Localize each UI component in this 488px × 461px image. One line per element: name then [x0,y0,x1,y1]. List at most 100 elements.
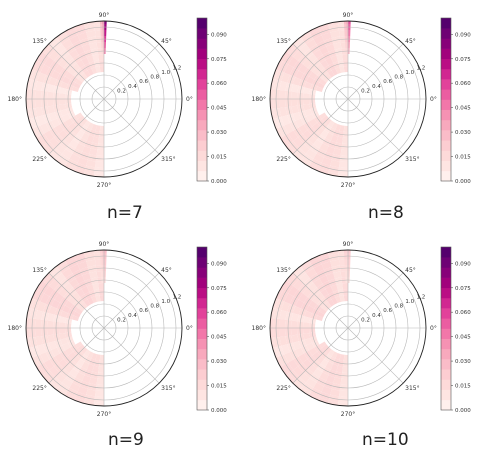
heatmap-cell [279,336,288,346]
heatmap-cell [26,108,32,120]
heatmap-cell [36,365,45,376]
heatmap-cell [342,366,348,373]
colorbar-segment [197,79,207,90]
heatmap-cell [40,123,50,134]
heatmap-cell [82,146,91,155]
heatmap-cell [316,126,325,135]
radial-tick-label: 0.4 [128,313,137,319]
polar-outer-circle [25,20,183,178]
heatmap-cell [91,296,98,304]
angular-grid-line [48,327,105,384]
heatmap-cell [280,136,289,147]
heatmap-cell [61,39,73,50]
heatmap-cell [339,66,345,73]
angle-tick-label: 180° [252,96,266,103]
angle-tick-label: 0° [430,325,437,332]
heatmap-cell [99,295,104,302]
heatmap-cell [75,112,83,120]
heatmap-cell [92,283,99,291]
angular-grid-line [48,43,105,100]
heatmap-cell [313,382,324,392]
heatmap-cell [86,284,94,292]
heatmap-cell [92,136,99,144]
colorbar-segment [197,389,207,401]
heatmap-cell [89,42,98,50]
heatmap-ray-cell [102,42,104,49]
radial-tick-label: 1.2 [417,294,426,300]
heatmap-cell [291,313,299,322]
heatmap-cell [61,148,73,159]
colorbar-segment [197,267,207,278]
heatmap-cell [319,307,327,315]
heatmap-cell [68,122,77,131]
colorbar-tick-label: 0.030 [455,359,471,365]
heatmap-cell [54,124,64,134]
radial-tick-label: 0.4 [372,313,381,319]
heatmap-cell [89,377,98,385]
heatmap-cell [81,361,90,370]
angle-tick-label: 135° [276,38,290,45]
heatmap-cell [69,35,80,45]
heatmap-cell [330,55,338,63]
heatmap-cell [333,271,342,279]
angle-tick-label: 135° [276,267,290,274]
heatmap-cell [37,344,46,355]
heatmap-cell [343,295,348,302]
heatmap-cell [313,264,324,274]
heatmap-cell [92,365,99,373]
heatmap-ray-cell [348,42,350,49]
heatmap-cell [51,347,60,357]
heatmap-cell [74,168,85,175]
heatmap-cell [321,344,329,352]
heatmap-cell [304,81,312,89]
heatmap-ray-cell [345,42,347,49]
heatmap-ray-cell [346,42,348,49]
angle-tick-label: 45° [161,267,172,274]
colorbar-segment [441,150,451,161]
heatmap-cell [300,260,311,269]
heatmap-cell [284,123,294,134]
heatmap-cell [324,347,332,355]
angle-tick-label: 270° [341,411,355,418]
colorbar-segment [197,160,207,172]
heatmap-cell [279,328,286,338]
heatmap-cell [72,315,80,322]
heatmap-cell [42,272,51,283]
heatmap-cell [35,336,44,346]
heatmap-cell [55,273,66,284]
heatmap-cell [28,118,35,129]
colorbar-segment [197,277,207,289]
heatmap-cell [28,298,35,309]
heatmap-ray-cell [346,30,348,37]
heatmap-cell [65,300,74,309]
heatmap-cell [343,66,348,73]
heatmap-cell [295,70,304,80]
panel-caption-n8: n=8 [368,203,404,223]
heatmap-ray-cell [348,259,351,266]
heatmap-cell [89,148,98,156]
heatmap-cell [77,304,85,312]
heatmap-cell [331,122,338,130]
heatmap-cell [288,285,299,297]
colorbar-segment [197,119,207,131]
heatmap-cell [316,292,325,301]
heatmap-cell [338,390,348,397]
heatmap-cell [313,368,323,378]
heatmap-cell [44,359,55,371]
angle-tick-label: 315° [405,156,419,163]
heatmap-cell [48,152,59,161]
heatmap-cell [291,334,299,343]
radial-tick-label: 0.8 [394,304,403,310]
heatmap-cell [270,307,276,319]
heatmap-cell [318,397,329,404]
heatmap-cell [83,171,95,177]
angular-grid-line [347,327,404,384]
heatmap-cell [98,54,104,61]
colorbar-segment [197,58,207,70]
angular-grid-line [48,98,105,155]
angular-grid-line [103,327,160,384]
heatmap-cell [313,278,323,288]
heatmap-cell [298,293,308,303]
heatmap-cell [343,354,348,361]
heatmap-cell [65,118,74,127]
